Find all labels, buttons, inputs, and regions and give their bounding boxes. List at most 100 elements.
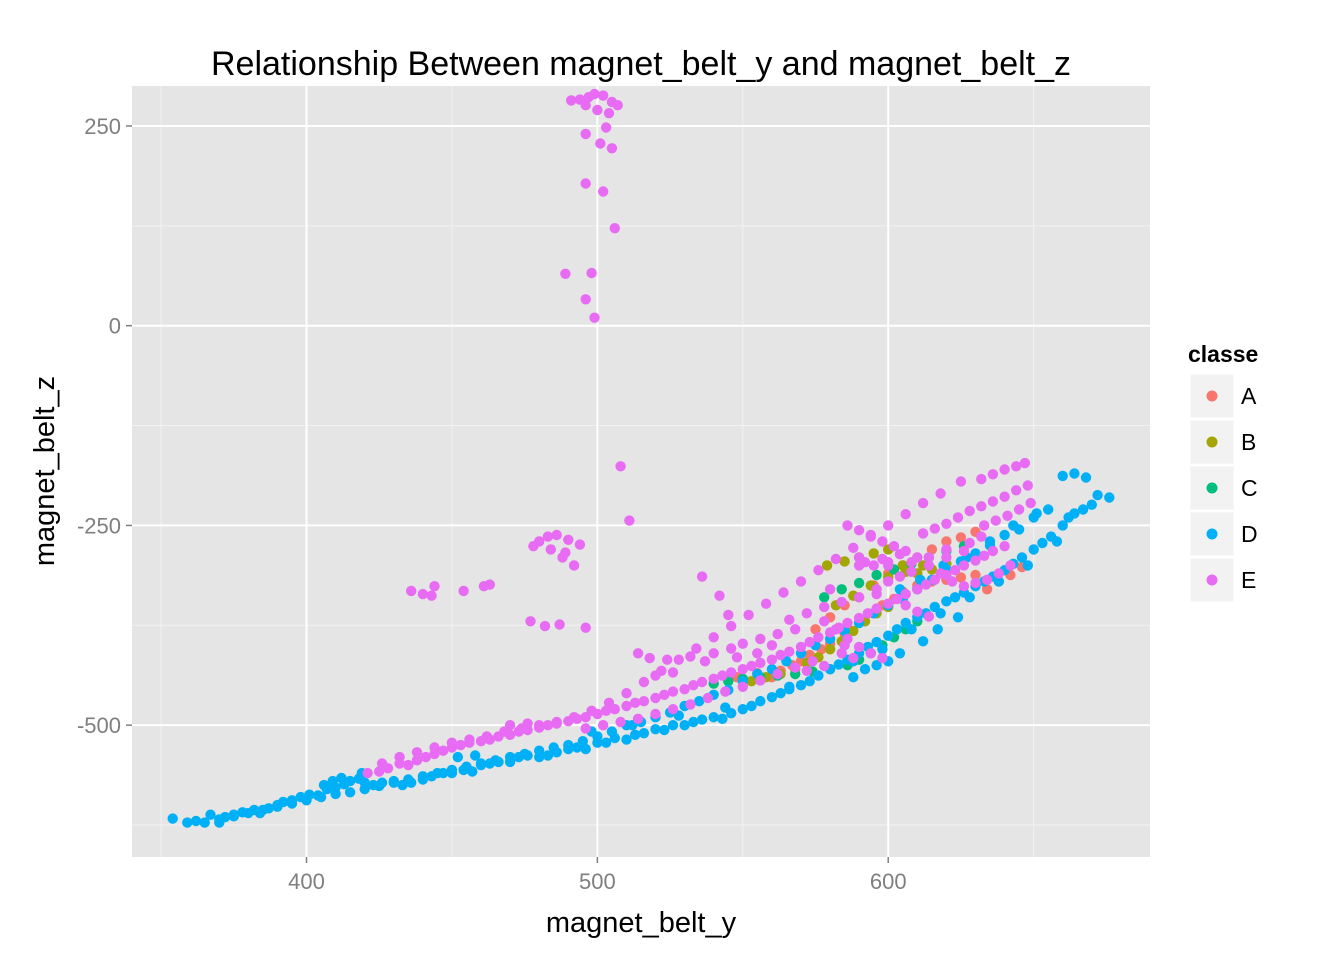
- point-E: [685, 651, 696, 662]
- point-D: [580, 743, 591, 755]
- point-E: [411, 755, 423, 766]
- point-D: [534, 745, 545, 756]
- point-E: [560, 268, 571, 279]
- point-D: [504, 751, 516, 763]
- point-E: [659, 689, 670, 700]
- point-E: [871, 603, 882, 614]
- point-E: [598, 720, 609, 731]
- point-D: [214, 814, 225, 825]
- point-E: [603, 108, 615, 119]
- point-E: [632, 713, 644, 724]
- point-E: [568, 712, 580, 723]
- point-E: [912, 606, 923, 617]
- point-E: [455, 739, 466, 751]
- point-E: [999, 541, 1010, 552]
- point-E: [955, 476, 967, 487]
- point-A: [926, 544, 938, 555]
- x-tick-label: 600: [870, 869, 907, 894]
- point-E: [894, 571, 906, 582]
- point-E: [987, 496, 999, 507]
- point-D: [344, 787, 356, 798]
- point-D: [600, 737, 612, 748]
- point-E: [438, 745, 449, 756]
- point-E: [970, 577, 981, 589]
- point-E: [888, 541, 900, 552]
- point-E: [1002, 510, 1013, 521]
- point-E: [813, 565, 824, 576]
- point-E: [842, 520, 853, 531]
- point-E: [600, 122, 612, 133]
- point-D: [1069, 468, 1080, 479]
- data-points: [167, 88, 1115, 828]
- point-E: [935, 488, 946, 499]
- point-D: [318, 779, 330, 791]
- point-A: [981, 584, 993, 595]
- point-D: [883, 630, 894, 641]
- point-E: [917, 497, 929, 509]
- point-E: [708, 673, 719, 684]
- point-E: [760, 598, 772, 609]
- point-E: [923, 552, 935, 563]
- point-D: [784, 681, 795, 692]
- point-E: [717, 670, 728, 681]
- point-E: [842, 617, 853, 629]
- point-D: [1057, 520, 1068, 531]
- point-E: [429, 742, 440, 753]
- plot-panel: [132, 86, 1150, 857]
- point-D: [688, 716, 699, 728]
- point-D: [548, 742, 559, 753]
- point-D: [1086, 499, 1098, 510]
- point-E: [976, 473, 987, 485]
- point-D: [432, 767, 443, 779]
- legend-title: classe: [1188, 341, 1258, 367]
- point-D: [833, 659, 844, 670]
- point-E: [522, 718, 533, 729]
- point-D: [1092, 489, 1103, 501]
- point-E: [560, 547, 571, 558]
- point-E: [630, 697, 641, 708]
- point-E: [603, 697, 615, 708]
- point-D: [1051, 536, 1063, 547]
- point-E: [979, 550, 990, 561]
- point-E: [766, 654, 778, 665]
- point-D: [891, 624, 903, 635]
- point-D: [659, 724, 670, 736]
- point-E: [429, 581, 440, 592]
- point-E: [568, 560, 580, 571]
- point-E: [877, 536, 888, 547]
- point-D: [999, 529, 1010, 541]
- legend-marker-B: [1206, 436, 1218, 448]
- point-E: [606, 143, 618, 154]
- point-D: [621, 734, 632, 745]
- point-E: [853, 612, 865, 624]
- y-tick-label: 0: [109, 314, 121, 339]
- point-D: [964, 592, 975, 603]
- point-E: [772, 668, 783, 680]
- point-D: [720, 702, 731, 713]
- point-E: [542, 720, 554, 731]
- point-E: [737, 664, 748, 675]
- point-E: [853, 641, 865, 653]
- point-D: [813, 670, 824, 681]
- point-D: [766, 692, 778, 703]
- point-D: [906, 624, 917, 635]
- point-E: [615, 716, 626, 728]
- point-E: [554, 619, 565, 630]
- point-E: [551, 716, 562, 728]
- point-D: [1022, 560, 1033, 571]
- point-D: [228, 811, 239, 822]
- point-E: [702, 692, 714, 704]
- point-E: [929, 523, 940, 534]
- point-B: [746, 676, 757, 687]
- point-E: [752, 648, 763, 659]
- point-E: [580, 294, 591, 305]
- point-E: [970, 555, 981, 566]
- point-E: [952, 512, 964, 523]
- point-D: [941, 596, 952, 607]
- point-E: [839, 640, 850, 651]
- point-D: [475, 758, 487, 769]
- y-tick-label: -250: [77, 513, 121, 538]
- point-E: [737, 638, 748, 649]
- point-D: [344, 775, 356, 787]
